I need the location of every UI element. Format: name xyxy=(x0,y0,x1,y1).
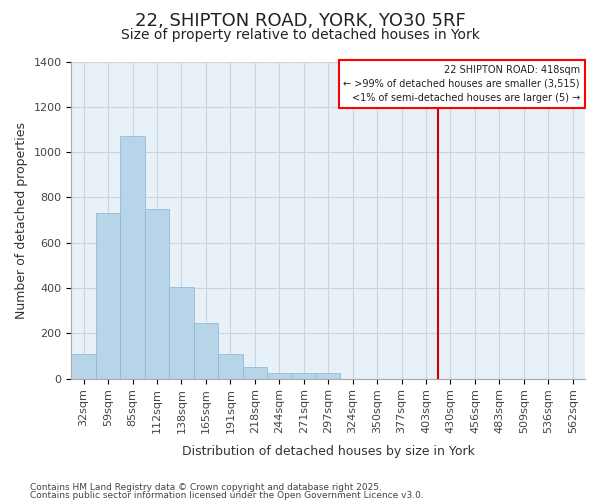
Text: Contains public sector information licensed under the Open Government Licence v3: Contains public sector information licen… xyxy=(30,492,424,500)
Bar xyxy=(267,373,292,378)
Bar xyxy=(71,354,96,378)
Bar xyxy=(121,136,145,378)
Bar xyxy=(96,213,121,378)
Bar xyxy=(194,323,218,378)
Y-axis label: Number of detached properties: Number of detached properties xyxy=(15,122,28,318)
Bar xyxy=(242,367,267,378)
Bar xyxy=(169,287,194,378)
Bar xyxy=(316,373,340,378)
Text: Size of property relative to detached houses in York: Size of property relative to detached ho… xyxy=(121,28,479,42)
Text: 22 SHIPTON ROAD: 418sqm
← >99% of detached houses are smaller (3,515)
<1% of sem: 22 SHIPTON ROAD: 418sqm ← >99% of detach… xyxy=(343,64,580,102)
Text: 22, SHIPTON ROAD, YORK, YO30 5RF: 22, SHIPTON ROAD, YORK, YO30 5RF xyxy=(134,12,466,30)
X-axis label: Distribution of detached houses by size in York: Distribution of detached houses by size … xyxy=(182,444,475,458)
Bar xyxy=(218,354,242,378)
Text: Contains HM Land Registry data © Crown copyright and database right 2025.: Contains HM Land Registry data © Crown c… xyxy=(30,483,382,492)
Bar xyxy=(145,208,169,378)
Bar xyxy=(292,373,316,378)
